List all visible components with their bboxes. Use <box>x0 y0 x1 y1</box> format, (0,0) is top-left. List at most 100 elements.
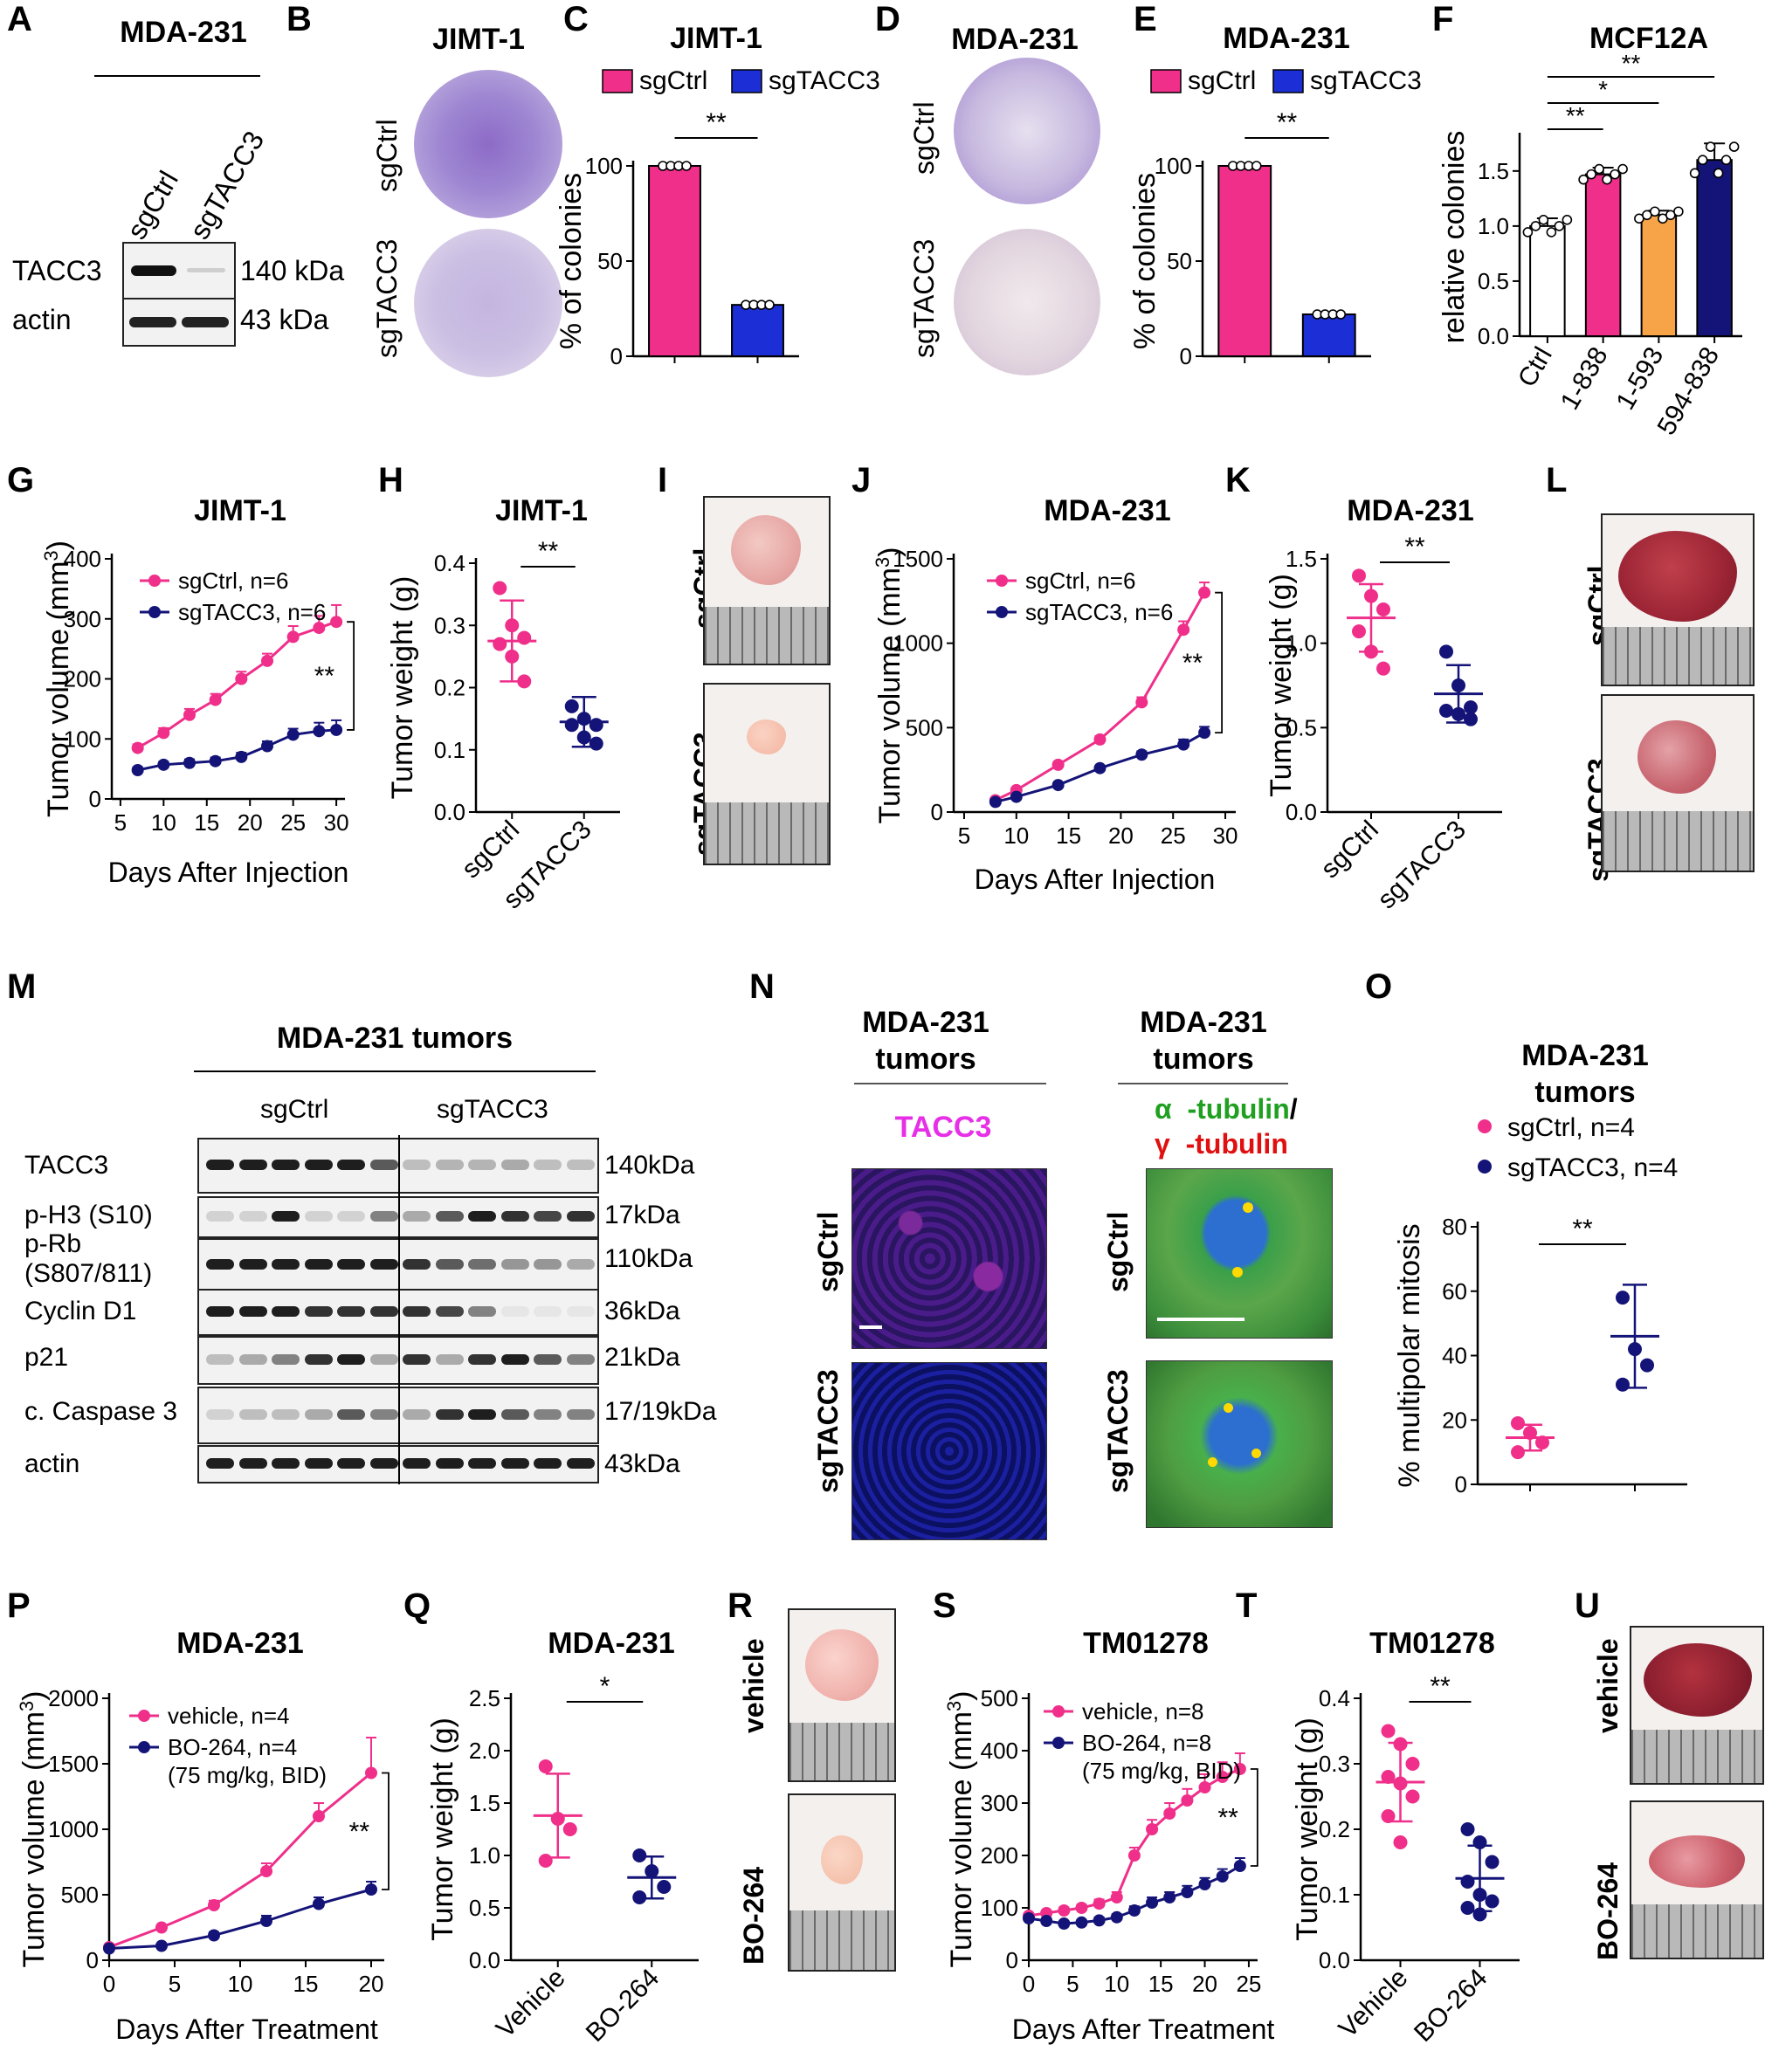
panel-s-data-point <box>1127 1849 1141 1862</box>
panel-n-stain-tacc3: TACC3 <box>894 1111 992 1144</box>
panel-t-significance: ** <box>1430 1672 1451 1701</box>
panel-g-x-tick-label: 20 <box>238 809 263 836</box>
panel-p-y-tick-label: 2000 <box>48 1685 99 1711</box>
panel-j-x-tick-label: 10 <box>1003 823 1029 849</box>
panel-o-legend-label: sgTACC3, n=4 <box>1507 1153 1678 1182</box>
band <box>435 1354 464 1365</box>
panel-h-data-point <box>564 699 579 713</box>
band <box>369 1458 398 1469</box>
panel-m-row-label: p21 <box>24 1343 69 1372</box>
panel-k-y-tick-label: 0.5 <box>1286 714 1317 740</box>
panel-p-legend-label: (75 mg/kg, BID) <box>168 1762 327 1788</box>
panel-s-x-tick-label: 15 <box>1148 1971 1174 1997</box>
panel-h-y-tick-label: 0.4 <box>434 550 465 576</box>
band <box>534 1160 562 1170</box>
panel-p-x-tick-label: 0 <box>103 1971 115 1997</box>
band <box>566 1458 595 1469</box>
panel-letter-s: S <box>933 1587 956 1625</box>
panel-p-legend-marker <box>138 1710 150 1722</box>
panel-h-data-point <box>517 630 532 645</box>
panel-j-x-tick-label: 5 <box>958 823 970 849</box>
panel-f-data-point <box>1530 221 1541 231</box>
panel-p-data-point <box>208 1899 220 1911</box>
band <box>337 1409 365 1420</box>
panel-f-x-tick-label: 1-593 <box>1610 342 1669 415</box>
panel-e-bar <box>1301 313 1356 358</box>
panel-o-y-tick-label: 40 <box>1442 1343 1467 1369</box>
band <box>369 1259 398 1270</box>
panel-c-y-tick-label: 0 <box>610 343 623 369</box>
panel-f-y-tick-label: 0.0 <box>1478 323 1509 349</box>
panel-t-data-point <box>1405 1757 1420 1771</box>
panel-k-data-point <box>1464 700 1478 715</box>
panel-letter-h: H <box>378 461 403 499</box>
panel-k-x-tick-label: sgCtrl <box>1315 816 1384 885</box>
panel-s-data-point <box>1198 1781 1211 1793</box>
panel-o-y-tick-label: 20 <box>1442 1407 1467 1433</box>
panel-j-significance: ** <box>1182 649 1203 678</box>
panel-h-data-point <box>589 718 603 733</box>
panel-k-x-tick-label: sgTACC3 <box>1372 816 1472 915</box>
panel-j-significance-bracket <box>1215 591 1224 734</box>
tumor <box>747 719 786 754</box>
band <box>272 1354 300 1365</box>
panel-s-x-tick-label: 0 <box>1023 1971 1035 1997</box>
panel-j-y-tick-label: 1500 <box>893 546 943 572</box>
panel-f-data-point <box>1554 221 1565 231</box>
panel-s-legend-label: vehicle, n=8 <box>1082 1698 1203 1724</box>
panel-c-data-point <box>764 299 775 310</box>
panel-a-blot-actin <box>122 298 236 347</box>
panel-f-data-point <box>1538 215 1549 225</box>
panel-j-data-point <box>989 795 1002 809</box>
panel-k-y-tick-label: 1.0 <box>1286 630 1317 657</box>
panel-m-row-label: p-H3 (S10) <box>24 1201 153 1229</box>
panel-j-title: MDA-231 <box>1044 494 1170 527</box>
band <box>337 1458 365 1469</box>
panel-p-data-point <box>365 1766 377 1779</box>
panel-q-title: MDA-231 <box>548 1627 674 1660</box>
panel-p-y-tick-label: 1000 <box>48 1816 99 1842</box>
panel-s-data-point <box>1040 1915 1053 1927</box>
panel-g-y-label: Tumor volume (mm3) <box>40 540 76 817</box>
panel-c-data-point <box>681 161 692 171</box>
band <box>468 1458 496 1469</box>
panel-k-data-point <box>1376 602 1390 616</box>
panel-letter-d: D <box>875 0 900 38</box>
panel-g-data-point <box>209 693 222 706</box>
panel-s-y-tick-label: 500 <box>981 1685 1018 1711</box>
panel-g-x-tick-label: 15 <box>194 809 219 836</box>
panel-e-y-label: % of colonies <box>1128 173 1162 349</box>
panel-letter-l: L <box>1546 461 1568 499</box>
panel-g-data-point <box>286 630 300 644</box>
panel-n-tacc3-sgctrl <box>851 1168 1047 1349</box>
panel-f-x-tick-label: 1-838 <box>1555 342 1614 415</box>
panel-l-photo-sgctrl <box>1601 513 1755 686</box>
band <box>566 1259 595 1270</box>
band <box>500 1259 529 1270</box>
panel-p-legend-label: vehicle, n=4 <box>168 1703 289 1729</box>
panel-m-rule <box>194 1070 596 1072</box>
gamma-tubulin-label: -tubulin <box>1185 1128 1288 1160</box>
panel-letter-b: B <box>286 0 312 38</box>
panel-s-data-point <box>1023 1912 1035 1924</box>
panel-q-x-tick-label: Vehicle <box>491 1964 571 2044</box>
panel-j-legend-marker <box>996 606 1008 618</box>
panel-n-left-title-2: tumors <box>875 1043 976 1076</box>
panel-g-data-point <box>209 754 222 768</box>
panel-f-data-point <box>1594 163 1604 175</box>
panel-letter-k: K <box>1225 461 1251 499</box>
band <box>304 1160 333 1170</box>
panel-f-data-point <box>1705 141 1716 152</box>
panel-j-data-point <box>1198 726 1211 740</box>
panel-s-data-point <box>1146 1823 1159 1835</box>
panel-g-data-point <box>330 616 343 629</box>
panel-g-data-point <box>183 708 196 721</box>
panel-h-y-tick-label: 0.2 <box>434 675 465 701</box>
panel-a-size-140: 140 kDa <box>240 255 345 286</box>
band <box>435 1160 464 1170</box>
panel-e-legend-swatch <box>1272 69 1304 93</box>
panel-e-y-tick-label: 0 <box>1180 343 1192 369</box>
band <box>272 1259 300 1270</box>
panel-r-photo-bo264 <box>788 1793 896 1972</box>
panel-o-data-point <box>1511 1445 1525 1460</box>
